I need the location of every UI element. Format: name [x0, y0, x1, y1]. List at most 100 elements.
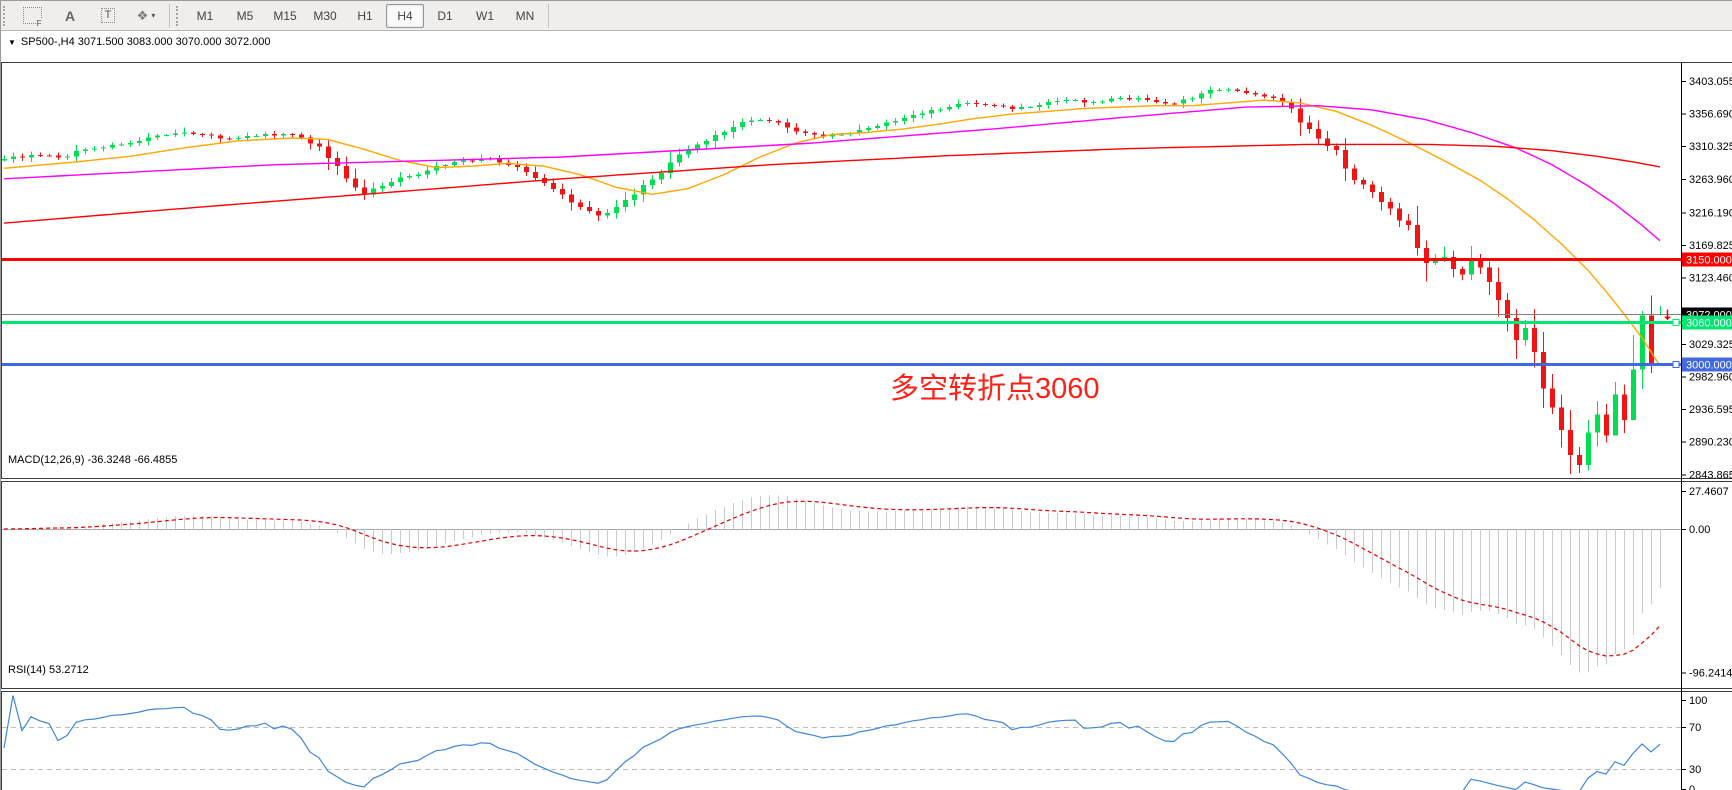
toolbar-separator [169, 3, 170, 28]
candle-body [272, 134, 277, 136]
macd-indicator-label: MACD(12,26,9) -36.3248 -66.4855 [8, 454, 178, 466]
chart-text-annotation[interactable]: 多空转折点3060 [890, 373, 1100, 405]
candle-body [983, 103, 988, 106]
candle-body [1253, 93, 1258, 95]
candle-body [839, 134, 844, 136]
price-tick-label: 3123.460 [1689, 273, 1732, 285]
timeframe-m15[interactable]: M15 [273, 8, 297, 23]
price-tick-label: 3403.055 [1689, 76, 1732, 88]
candle-body [920, 113, 925, 116]
candle-body [236, 137, 241, 139]
timeframe-d1[interactable]: D1 [437, 8, 453, 23]
candle-body [1046, 102, 1051, 105]
candle-body [1217, 89, 1222, 91]
candle-body [533, 171, 538, 178]
macd-tick-label: -96.2414 [1689, 668, 1732, 680]
candle-body [1271, 96, 1276, 98]
toolbar-grip[interactable] [3, 5, 10, 26]
candle-body [1109, 98, 1114, 102]
text-label-button[interactable]: A [51, 4, 89, 28]
candle-body [1100, 101, 1105, 103]
candle-body [929, 110, 934, 114]
price-badge-label: 3060.000 [1686, 318, 1732, 330]
symbol-dropdown-icon[interactable]: ▼ [8, 37, 16, 47]
candle-body [1208, 90, 1213, 94]
candle-body [137, 140, 142, 143]
timeframe-h1[interactable]: H1 [357, 8, 373, 23]
candle-body [263, 134, 268, 136]
timeframe-m1[interactable]: M1 [196, 8, 214, 23]
toolbar-separator-2 [548, 3, 549, 28]
candle-body [1172, 103, 1177, 105]
chart-workspace[interactable]: 3150.0003072.0003060.0003000.0003403.055… [1, 31, 1732, 790]
dotted-frame-f-icon: F [22, 7, 42, 28]
candle-body [1055, 100, 1060, 103]
price-tick-label: 2982.960 [1689, 371, 1732, 383]
toolbar-grip-2[interactable] [176, 5, 183, 26]
candle-body [407, 176, 412, 178]
grid-f-button[interactable]: F [13, 4, 51, 28]
candle-body [1064, 100, 1069, 102]
candle-body [911, 115, 916, 119]
candle-body [2, 159, 7, 161]
candle-body [191, 132, 196, 134]
candle-body [380, 185, 385, 189]
candle-body [677, 154, 682, 163]
ma-slow-red [3, 143, 1661, 224]
candle-body [20, 156, 25, 158]
candle-body [1037, 104, 1042, 107]
candle-body [1604, 414, 1609, 436]
price-axis[interactable]: 3403.055 3356.690 3310.325 3263.960 3216.190… [1682, 76, 1732, 481]
candle-body [659, 173, 664, 180]
timeframe-h4[interactable]: H4 [386, 3, 424, 28]
candle-body [1442, 256, 1447, 260]
candle-body [299, 134, 304, 138]
candle-body [812, 133, 817, 135]
shapes-dropdown-button[interactable]: ❖ ▾ [127, 4, 165, 28]
candle-body [902, 118, 907, 122]
price-line-handle[interactable] [1672, 361, 1680, 368]
candle-body [1307, 122, 1312, 129]
sell-arrow-icon [1664, 309, 1671, 321]
candle-body [1469, 258, 1474, 275]
timeframe-w1[interactable]: W1 [476, 8, 494, 23]
price-tick-label: 3029.325 [1689, 339, 1732, 351]
rsi-tick-label: 30 [1689, 764, 1701, 776]
candle-body [1334, 145, 1339, 150]
candle-body [1298, 108, 1303, 123]
candle-body [389, 182, 394, 186]
candle-body [893, 121, 898, 123]
price-line-handle[interactable] [1672, 319, 1680, 326]
candle-body [245, 136, 250, 138]
rsi-tick-label: 100 [1689, 695, 1707, 707]
candle-body [83, 149, 88, 152]
text-tool-button[interactable]: T [89, 4, 127, 28]
candle-body [218, 135, 223, 139]
timeframe-m30[interactable]: M30 [313, 8, 337, 23]
candle-body [209, 134, 214, 136]
price-badge-3150 [1682, 252, 1732, 267]
candle-body [650, 179, 655, 185]
price-chart-svg[interactable]: 3150.0003072.0003060.0003000.0003403.055… [1, 31, 1732, 790]
candle-body [101, 147, 106, 149]
candle-body [227, 138, 232, 140]
candle-body [758, 120, 763, 122]
candle-body [722, 131, 727, 136]
candle-body [740, 122, 745, 127]
rsi-line [3, 695, 1661, 790]
macd-panel-group: 27.4607 0.00 -96.2414 [3, 486, 1732, 680]
candle-body [1118, 97, 1123, 99]
candle-body [200, 133, 205, 135]
timeframe-mn[interactable]: MN [515, 8, 535, 23]
candle-body [587, 206, 592, 212]
candle-body [173, 133, 178, 136]
candle-body [146, 137, 151, 141]
candle-body [704, 140, 709, 145]
candle-body [335, 158, 340, 167]
candle-body [155, 135, 160, 138]
candle-body [515, 164, 520, 167]
timeframe-m5[interactable]: M5 [236, 8, 254, 23]
candle-body [1226, 89, 1231, 91]
candle-body [1451, 256, 1456, 269]
candle-body [731, 126, 736, 132]
